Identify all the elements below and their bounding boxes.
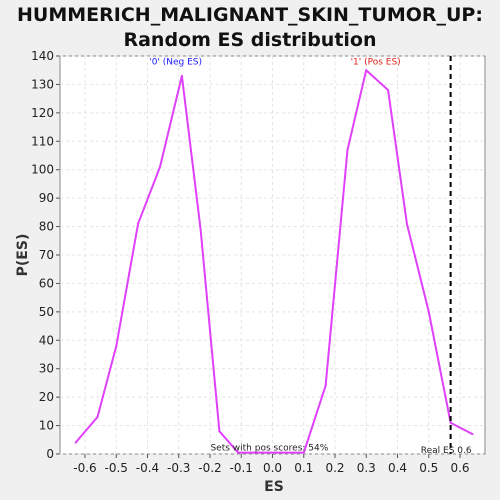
- y-axis-label: P(ES): [15, 234, 31, 277]
- y-tick-label: 110: [31, 134, 54, 148]
- x-tick-label: -0.3: [167, 461, 190, 475]
- data-point: [96, 416, 99, 419]
- data-point: [365, 69, 368, 72]
- annotations: '0' (Neg ES) '1' (Pos ES) Sets with pos sc…: [149, 58, 400, 454]
- data-point: [280, 451, 283, 454]
- es-distribution-line: [74, 69, 473, 454]
- grid: [60, 55, 485, 455]
- x-tick-label: -0.6: [73, 461, 96, 475]
- y-tick-label: 120: [31, 106, 54, 120]
- data-point: [218, 430, 221, 433]
- y-tick-label: 90: [39, 191, 54, 205]
- data-point: [74, 441, 77, 444]
- y-tick-label: 30: [39, 362, 54, 376]
- data-point: [387, 89, 390, 92]
- y-tick-label: 70: [39, 248, 54, 262]
- x-axis: -0.6 -0.5 -0.4 -0.3 -0.2 -0.1 0.0 0.1 0.2 0.3 0.4 0…: [73, 454, 470, 475]
- y-tick-label: 10: [39, 419, 54, 433]
- annotation-label: Sets with pos scores: 54%: [210, 444, 328, 454]
- x-tick-label: 0.1: [294, 461, 313, 475]
- y-tick-label: 80: [39, 220, 54, 234]
- data-point: [180, 74, 183, 77]
- y-tick-label: 130: [31, 77, 54, 91]
- y-tick-label: 40: [39, 333, 54, 347]
- data-point: [471, 433, 474, 436]
- y-tick-label: 140: [31, 49, 54, 63]
- real-es-label: Real ES 0.6: [421, 446, 472, 456]
- x-tick-label: -0.4: [136, 461, 159, 475]
- x-tick-label: 0.3: [357, 461, 376, 475]
- x-tick-label: 0.2: [325, 461, 344, 475]
- data-point: [427, 310, 430, 313]
- y-tick-label: 60: [39, 276, 54, 290]
- y-tick-label: 100: [31, 163, 54, 177]
- y-axis: 0 10 20 30 40 50 60 70 80 90 100 110 120 130 140: [31, 49, 60, 461]
- y-tick-label: 0: [46, 447, 54, 461]
- data-point: [159, 165, 161, 168]
- data-point: [137, 222, 140, 225]
- series-layer: Real ES 0.6: [74, 56, 474, 456]
- x-tick-label: 0.4: [388, 461, 407, 475]
- x-tick-label: -0.2: [198, 461, 221, 475]
- x-tick-label: 0.0: [263, 461, 282, 475]
- x-tick-label: 0.5: [419, 461, 438, 475]
- data-point: [346, 148, 349, 151]
- x-axis-label: ES: [264, 479, 284, 495]
- chart-title-line2: Random ES distribution: [123, 29, 377, 51]
- data-point: [259, 451, 261, 454]
- data-point: [449, 421, 452, 424]
- annotation-label: '1' (Pos ES): [351, 58, 401, 68]
- data-point: [199, 228, 202, 231]
- data-point: [302, 451, 305, 454]
- x-tick-label: 0.6: [450, 461, 469, 475]
- x-tick-label: -0.5: [105, 461, 128, 475]
- data-point: [115, 344, 118, 347]
- y-tick-label: 50: [39, 305, 54, 319]
- y-tick-label: 20: [39, 390, 54, 404]
- data-point: [324, 384, 327, 387]
- chart-title: HUMMERICH_MALIGNANT_SKIN_TUMOR_UP: Rando…: [0, 3, 500, 53]
- x-tick-label: -0.1: [230, 461, 253, 475]
- data-point: [237, 451, 240, 454]
- data-point: [405, 222, 408, 225]
- chart-title-line1: HUMMERICH_MALIGNANT_SKIN_TUMOR_UP:: [17, 4, 483, 26]
- annotation-label: '0' (Neg ES): [149, 58, 202, 68]
